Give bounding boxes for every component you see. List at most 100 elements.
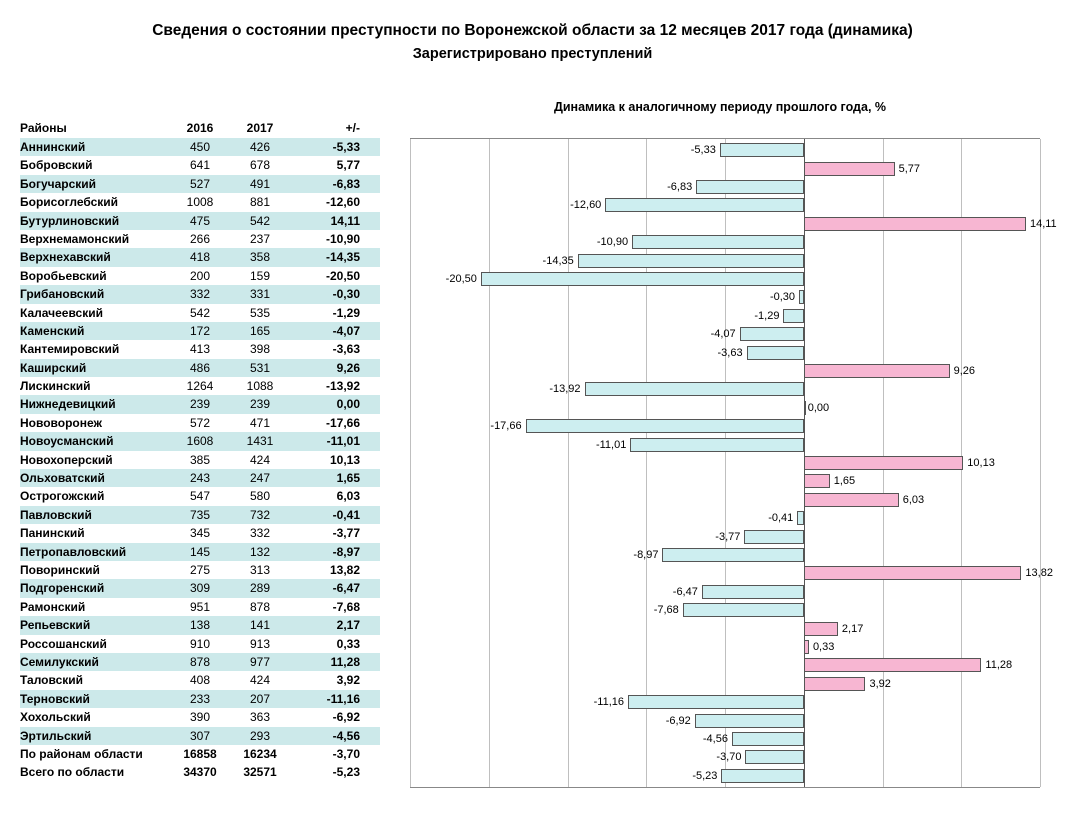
table-row: Рамонский951878-7,68 bbox=[20, 598, 380, 616]
cell-2017: 293 bbox=[230, 727, 290, 745]
bar-row: 14,11 bbox=[410, 217, 1040, 232]
bar bbox=[585, 382, 804, 396]
cell-delta: -11,16 bbox=[290, 690, 364, 708]
bar-row: 11,28 bbox=[410, 658, 1040, 673]
bar-label: -6,83 bbox=[667, 180, 692, 194]
bar-label: -11,16 bbox=[594, 695, 624, 709]
cell-2016: 266 bbox=[170, 230, 230, 248]
bar-label: -20,50 bbox=[446, 272, 477, 286]
cell-2017: 580 bbox=[230, 487, 290, 505]
cell-2016: 233 bbox=[170, 690, 230, 708]
cell-2017: 1431 bbox=[230, 432, 290, 450]
cell-2016: 527 bbox=[170, 175, 230, 193]
cell-delta: 0,33 bbox=[290, 635, 364, 653]
cell-name: Подгоренский bbox=[20, 579, 170, 597]
bar-label: -3,63 bbox=[718, 346, 743, 360]
bar-row: 13,82 bbox=[410, 566, 1040, 581]
cell-2016: 910 bbox=[170, 635, 230, 653]
cell-2016: 390 bbox=[170, 708, 230, 726]
cell-2017: 132 bbox=[230, 543, 290, 561]
cell-delta: -6,47 bbox=[290, 579, 364, 597]
cell-2016: 138 bbox=[170, 616, 230, 634]
bar-row: -1,29 bbox=[410, 309, 1040, 324]
table-row: Грибановский332331-0,30 bbox=[20, 285, 380, 303]
bar-label: 0,33 bbox=[813, 640, 834, 654]
col-delta: +/- bbox=[290, 118, 364, 138]
bar bbox=[804, 474, 830, 488]
cell-delta: -0,30 bbox=[290, 285, 364, 303]
table-row: Аннинский450426-5,33 bbox=[20, 138, 380, 156]
cell-2017: 159 bbox=[230, 267, 290, 285]
table-row: Таловский4084243,92 bbox=[20, 671, 380, 689]
cell-2017: 165 bbox=[230, 322, 290, 340]
table-row: Богучарский527491-6,83 bbox=[20, 175, 380, 193]
cell-2016: 309 bbox=[170, 579, 230, 597]
cell-2016: 145 bbox=[170, 543, 230, 561]
table-row: Лискинский12641088-13,92 bbox=[20, 377, 380, 395]
bar-label: -6,92 bbox=[666, 714, 691, 728]
cell-2016: 239 bbox=[170, 395, 230, 413]
cell-name: Ольховатский bbox=[20, 469, 170, 487]
table-row: Бутурлиновский47554214,11 bbox=[20, 212, 380, 230]
cell-2017: 237 bbox=[230, 230, 290, 248]
cell-2017: 358 bbox=[230, 248, 290, 266]
cell-name: Каменский bbox=[20, 322, 170, 340]
bar-label: -5,33 bbox=[691, 143, 716, 157]
table-row: Петропавловский145132-8,97 bbox=[20, 543, 380, 561]
cell-delta: -13,92 bbox=[290, 377, 364, 395]
col-2017: 2017 bbox=[230, 118, 290, 138]
cell-2017: 732 bbox=[230, 506, 290, 524]
bar-chart: -5,335,77-6,83-12,6014,11-10,90-14,35-20… bbox=[410, 138, 1040, 818]
cell-2017: 977 bbox=[230, 653, 290, 671]
table-row: Панинский345332-3,77 bbox=[20, 524, 380, 542]
bar-row: -6,92 bbox=[410, 714, 1040, 729]
cell-2016: 475 bbox=[170, 212, 230, 230]
cell-name: Калачеевский bbox=[20, 304, 170, 322]
bar-label: -10,90 bbox=[597, 235, 628, 249]
cell-delta: -7,68 bbox=[290, 598, 364, 616]
cell-2017: 32571 bbox=[230, 763, 290, 781]
cell-delta: -6,92 bbox=[290, 708, 364, 726]
cell-2016: 878 bbox=[170, 653, 230, 671]
bar-row: -5,23 bbox=[410, 769, 1040, 784]
cell-2017: 16234 bbox=[230, 745, 290, 763]
bar-label: -7,68 bbox=[654, 603, 679, 617]
bar-row: 5,77 bbox=[410, 162, 1040, 177]
table-row: Нижнедевицкий2392390,00 bbox=[20, 395, 380, 413]
chart-title: Динамика к аналогичному периоду прошлого… bbox=[410, 100, 1030, 114]
cell-2017: 424 bbox=[230, 671, 290, 689]
bar bbox=[632, 235, 804, 249]
bar bbox=[747, 346, 804, 360]
table-row: Павловский735732-0,41 bbox=[20, 506, 380, 524]
bar-label: -11,01 bbox=[596, 438, 626, 452]
bar-label: 3,92 bbox=[869, 677, 890, 691]
cell-name: Поворинский bbox=[20, 561, 170, 579]
cell-name: Богучарский bbox=[20, 175, 170, 193]
bar-label: -4,56 bbox=[703, 732, 728, 746]
bar-row: -3,63 bbox=[410, 346, 1040, 361]
bar bbox=[804, 566, 1022, 580]
table-row: Эртильский307293-4,56 bbox=[20, 727, 380, 745]
cell-name: Нижнедевицкий bbox=[20, 395, 170, 413]
cell-name: Грибановский bbox=[20, 285, 170, 303]
cell-2016: 408 bbox=[170, 671, 230, 689]
bar bbox=[797, 511, 803, 525]
bar-label: 11,28 bbox=[985, 658, 1012, 672]
cell-name: Новохоперский bbox=[20, 451, 170, 469]
cell-2017: 426 bbox=[230, 138, 290, 156]
cell-2016: 172 bbox=[170, 322, 230, 340]
bar-row: -4,56 bbox=[410, 732, 1040, 747]
cell-name: Таловский bbox=[20, 671, 170, 689]
cell-name: Петропавловский bbox=[20, 543, 170, 561]
cell-2016: 1608 bbox=[170, 432, 230, 450]
cell-delta: -4,56 bbox=[290, 727, 364, 745]
bar-row: 10,13 bbox=[410, 456, 1040, 471]
bar-row: -6,83 bbox=[410, 180, 1040, 195]
gridline bbox=[1040, 139, 1041, 787]
cell-name: Каширский bbox=[20, 359, 170, 377]
bar-label: -0,30 bbox=[770, 290, 795, 304]
bar-label: -14,35 bbox=[543, 254, 574, 268]
cell-2016: 418 bbox=[170, 248, 230, 266]
cell-2017: 289 bbox=[230, 579, 290, 597]
table-row: Ольховатский2432471,65 bbox=[20, 469, 380, 487]
